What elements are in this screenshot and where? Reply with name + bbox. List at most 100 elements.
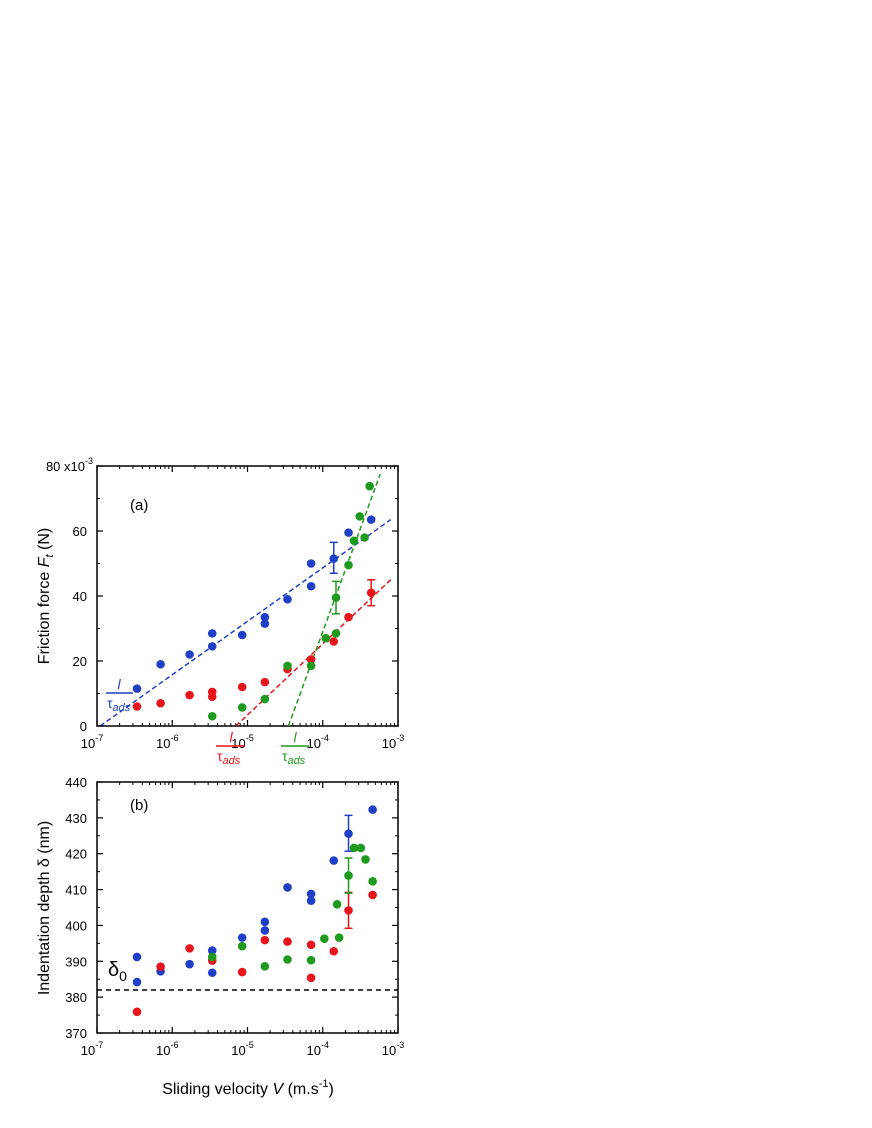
data-point-red [132, 702, 142, 711]
data-point-red [366, 588, 376, 598]
data-point-red [344, 906, 353, 915]
data-point-red [306, 940, 316, 950]
data-point-blue [329, 856, 339, 865]
x-tick-label: 10-7 [81, 1040, 103, 1058]
data-point-red [237, 967, 247, 977]
data-point-green [237, 703, 247, 712]
data-point-green [237, 941, 247, 951]
x-tick-label: 10-4 [307, 1040, 329, 1058]
annotation-red: l τads [216, 729, 245, 767]
reference-line-label: δ0 [108, 959, 127, 984]
data-point-blue [306, 889, 316, 899]
data-point-green [344, 871, 353, 880]
data-point-blue [132, 977, 142, 987]
x-tick-label: 10-6 [156, 733, 178, 751]
data-point-red [260, 677, 270, 687]
y-tick-label: 0 [80, 719, 87, 734]
panel-a-y-axis-label: Friction force Ft (N) [36, 528, 56, 664]
data-point-green [260, 694, 270, 704]
y-tick-label: 410 [65, 883, 87, 898]
data-point-red [283, 937, 292, 946]
data-point-red [344, 612, 353, 622]
data-point-green [331, 593, 341, 602]
y-tick-label: 400 [65, 918, 87, 933]
data-point-green [365, 481, 374, 491]
data-point-blue [156, 659, 165, 669]
data-point-red [156, 698, 165, 708]
data-point-blue [132, 952, 142, 962]
x-axis-label: Sliding velocity V (m.s-1) [162, 1078, 334, 1098]
y-tick-label: 40 [73, 589, 87, 604]
data-point-blue [344, 829, 353, 838]
data-point-blue [185, 959, 194, 969]
data-point-blue [132, 684, 142, 693]
data-point-green [349, 536, 359, 546]
data-point-blue [237, 630, 247, 640]
annotation-red-numerator: l [229, 729, 233, 745]
data-point-blue [207, 629, 217, 638]
data-point-green [334, 933, 344, 942]
data-point-red [306, 655, 316, 664]
panel-a-ticks: 10-7 10-6 10-5 10-4 10-3 0 20 40 60 80 x10-3 [46, 456, 404, 751]
data-point-red [185, 690, 194, 700]
data-point-green [355, 512, 365, 521]
panel-a-label: (a) [130, 497, 148, 514]
data-point-blue [366, 515, 376, 524]
y-tick-label: 440 [65, 775, 87, 790]
data-point-red [237, 682, 247, 692]
data-point-green [207, 952, 217, 962]
data-point-blue [207, 946, 217, 955]
panel-b-points [132, 805, 377, 1017]
y-tick-label: 420 [65, 847, 87, 862]
data-point-blue [207, 968, 217, 978]
data-point-red [156, 962, 165, 971]
data-point-green [321, 633, 331, 643]
x-tick-label: 10-7 [81, 733, 103, 751]
data-point-red [185, 944, 194, 953]
data-point-blue [283, 594, 292, 604]
annotation-red-denominator: τads [217, 748, 241, 767]
data-point-green [331, 629, 341, 638]
data-point-green [356, 843, 366, 853]
y-tick-label: 370 [65, 1026, 87, 1041]
annotation-blue: l τads [106, 676, 133, 714]
data-point-green [320, 934, 329, 943]
data-point-red [329, 946, 339, 956]
y-tick-label: 430 [65, 811, 87, 826]
data-point-blue [368, 805, 377, 814]
panel-a-error-bars [329, 541, 376, 615]
y-tick-label: 80 x10-3 [46, 456, 93, 474]
data-point-blue [185, 650, 194, 659]
data-point-blue [283, 883, 292, 892]
data-point-blue [306, 581, 316, 591]
data-point-green [306, 661, 316, 671]
annotation-blue-denominator: τads [107, 695, 131, 714]
data-point-green [349, 843, 359, 853]
fit-line-blue [99, 519, 392, 727]
x-tick-label: 10-4 [307, 733, 329, 751]
data-point-blue [260, 926, 270, 935]
x-tick-label: 10-5 [231, 1040, 253, 1058]
data-point-green [360, 533, 369, 542]
y-tick-label: 60 [73, 524, 87, 539]
panel-b-y-axis-label: Indentation depth δ (nm) [36, 821, 53, 995]
data-point-red [207, 687, 217, 697]
x-tick-label: 10-5 [231, 733, 253, 751]
data-point-green [306, 955, 316, 965]
panel-a-points [132, 481, 376, 721]
annotation-blue-numerator: l [117, 676, 121, 692]
panel-b: 10-7 10-6 10-5 10-4 10-3 370 380 390 400 410 420 43… [36, 775, 404, 1098]
panel-b-label: (b) [130, 797, 148, 814]
data-point-red [260, 935, 270, 945]
data-point-green [361, 855, 370, 864]
data-point-blue [306, 896, 316, 905]
data-point-blue [306, 559, 316, 568]
data-point-blue [260, 917, 270, 927]
y-tick-label: 20 [73, 654, 87, 669]
data-point-blue [260, 619, 270, 628]
x-tick-label: 10-3 [382, 733, 404, 751]
data-point-red [132, 1007, 142, 1017]
y-tick-label: 380 [65, 990, 87, 1005]
